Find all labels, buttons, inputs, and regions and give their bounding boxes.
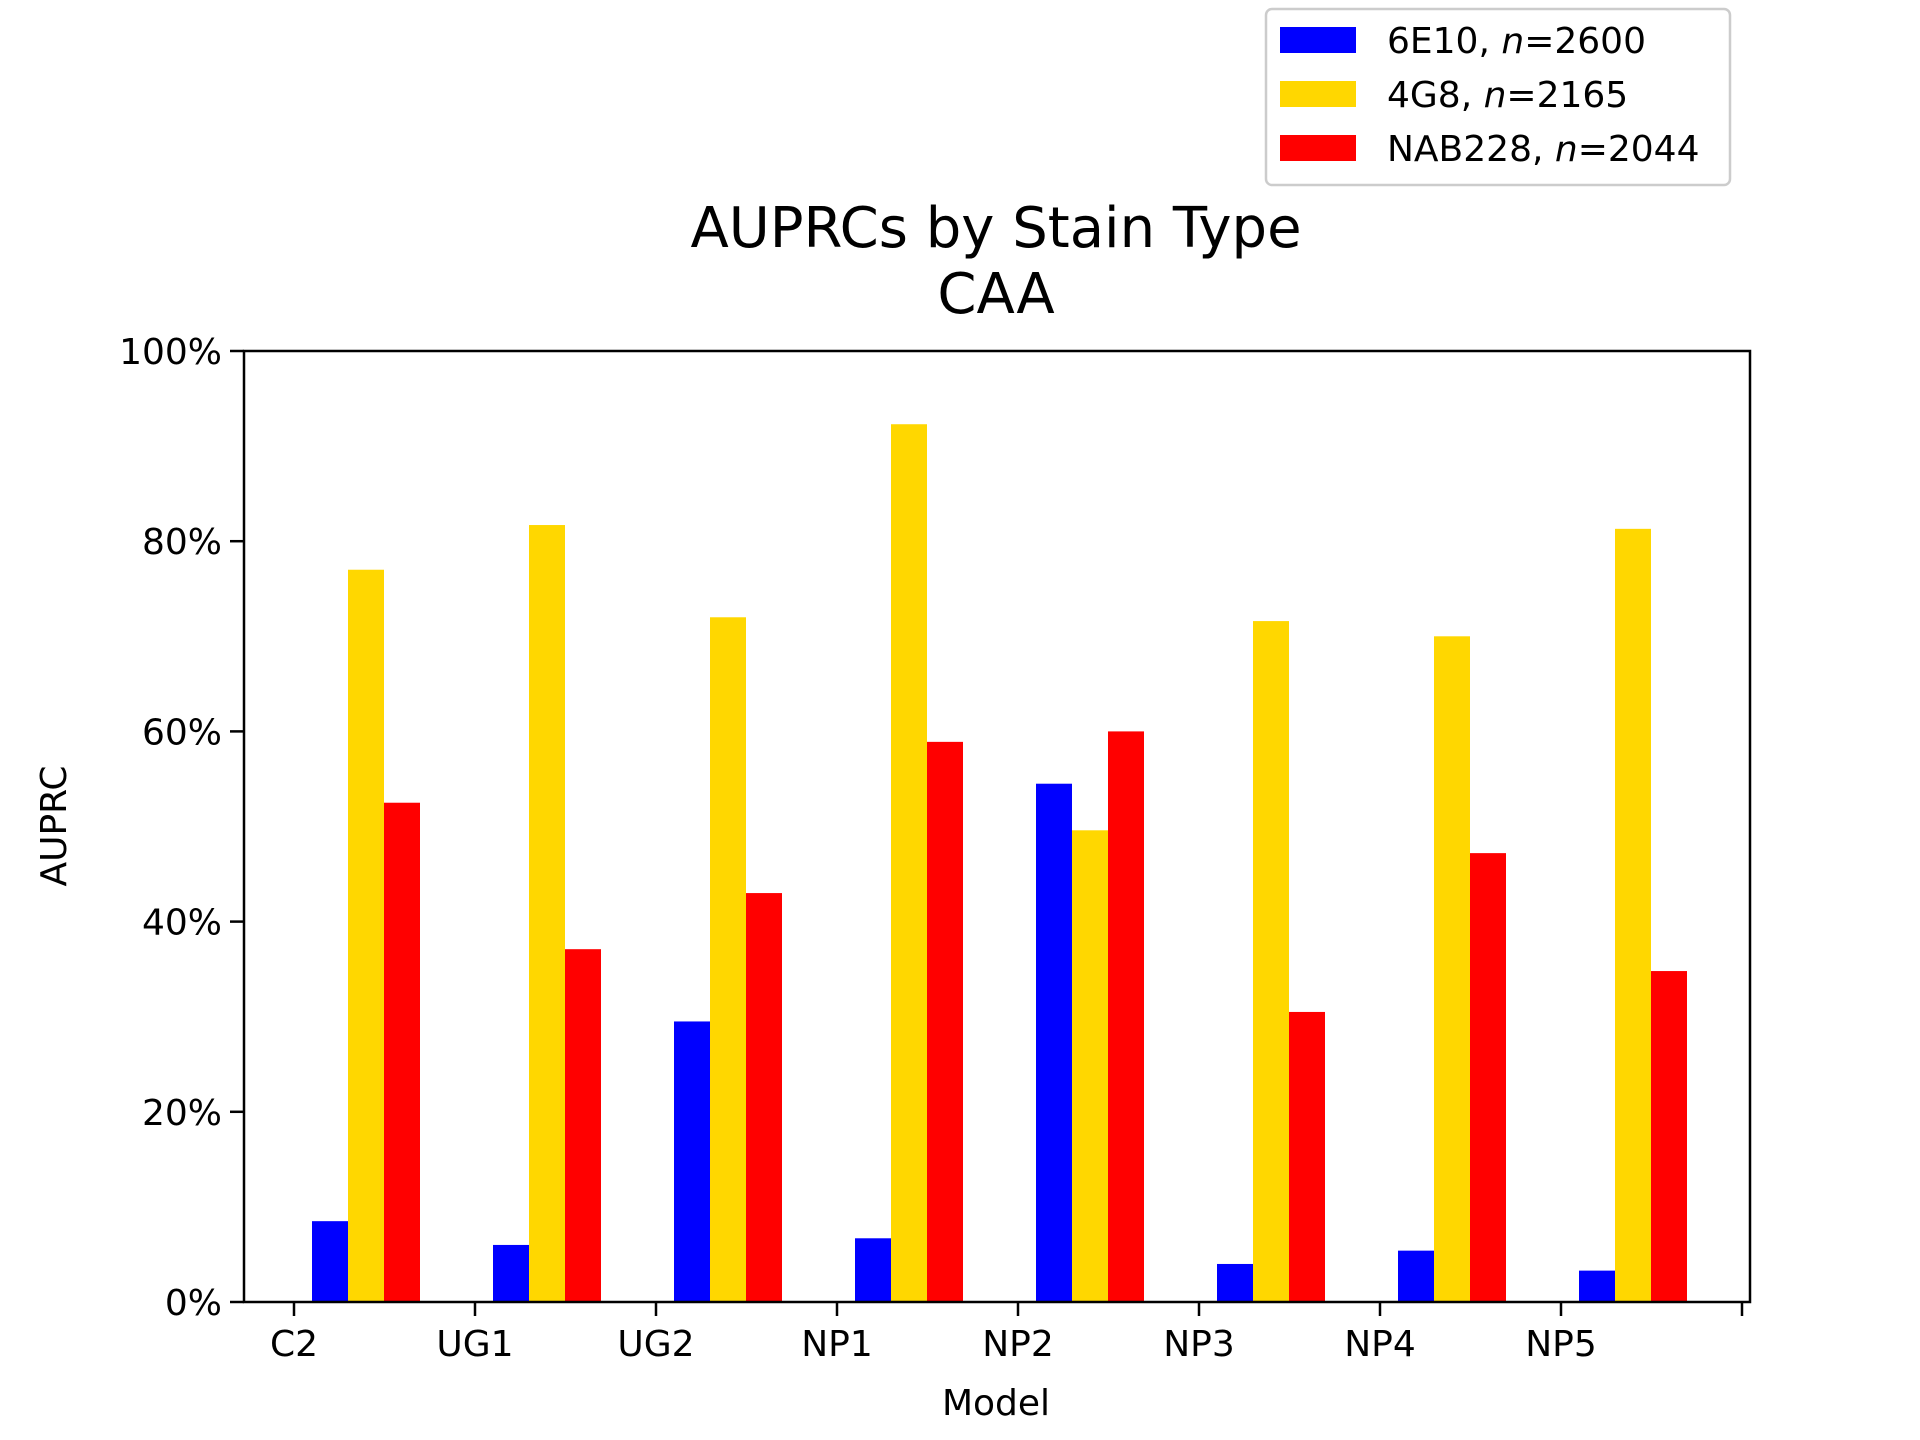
bar-nab228-np4 (1470, 853, 1506, 1302)
bar-6e10-ug2 (674, 1021, 710, 1302)
legend-entry-6e10: 6E10, n=2600 (1387, 21, 1646, 62)
x-tick-label: NP2 (982, 1324, 1054, 1365)
x-tick-label: NP5 (1525, 1324, 1597, 1365)
y-ticks-group: 0% 20% 40% 60% 80% 100% (119, 332, 244, 1324)
bar-6e10-np5 (1579, 1270, 1615, 1302)
y-axis-label: AUPRC (34, 765, 75, 886)
bar-6e10-ug1 (493, 1244, 529, 1302)
bar-4g8-np1 (891, 424, 927, 1302)
bar-6e10-np4 (1398, 1250, 1434, 1302)
y-tick-label: 100% (119, 332, 222, 373)
x-ticks-group: C2 UG1 UG2 NP1 NP2 NP3 NP4 NP5 (270, 1302, 1744, 1365)
x-tick-label: UG2 (617, 1324, 694, 1365)
bar-4g8-ug1 (529, 525, 565, 1302)
bar-6e10-np3 (1217, 1263, 1253, 1302)
bar-4g8-np4 (1434, 636, 1470, 1302)
bar-6e10-c2 (312, 1221, 348, 1302)
bar-nab228-ug1 (565, 949, 601, 1302)
legend-swatch-4g8 (1280, 81, 1356, 107)
bars-group (312, 424, 1687, 1302)
legend-entry-4g8: 4G8, n=2165 (1387, 75, 1628, 116)
chart-title: AUPRCs by Stain Type (690, 196, 1301, 261)
bar-nab228-np2 (1108, 731, 1144, 1302)
bar-nab228-np3 (1289, 1011, 1325, 1302)
legend-swatch-6e10 (1280, 27, 1356, 53)
bar-nab228-np1 (927, 741, 963, 1302)
x-tick-label: NP1 (801, 1324, 873, 1365)
x-tick-label: UG1 (436, 1324, 513, 1365)
x-tick-label: NP3 (1163, 1324, 1235, 1365)
chart-subtitle: CAA (937, 262, 1054, 327)
bar-nab228-c2 (384, 802, 420, 1302)
bar-nab228-ug2 (746, 893, 782, 1302)
bar-4g8-np2 (1072, 830, 1108, 1302)
bar-nab228-np5 (1651, 971, 1687, 1302)
legend-box (1264, 7, 1732, 187)
legend-entry-nab228: NAB228, n=2044 (1387, 129, 1699, 170)
bar-4g8-c2 (348, 569, 384, 1302)
x-axis-label: Model (942, 1383, 1050, 1424)
x-tick-label: C2 (270, 1324, 318, 1365)
bar-4g8-ug2 (710, 617, 746, 1302)
y-tick-label: 60% (142, 712, 222, 753)
bar-4g8-np5 (1615, 528, 1651, 1302)
bar-4g8-np3 (1253, 621, 1289, 1302)
x-tick-label: NP4 (1344, 1324, 1416, 1365)
y-tick-label: 80% (142, 522, 222, 563)
bar-6e10-np1 (855, 1238, 891, 1302)
plot-frame (242, 349, 1752, 1304)
legend: 6E10, n=2600 4G8, n=2165 NAB228, n=2044 (1264, 7, 1732, 187)
y-tick-label: 40% (142, 903, 222, 944)
bar-6e10-np2 (1036, 783, 1072, 1302)
y-tick-label: 0% (165, 1283, 222, 1324)
y-tick-label: 20% (142, 1093, 222, 1134)
legend-swatch-nab228 (1280, 135, 1356, 161)
